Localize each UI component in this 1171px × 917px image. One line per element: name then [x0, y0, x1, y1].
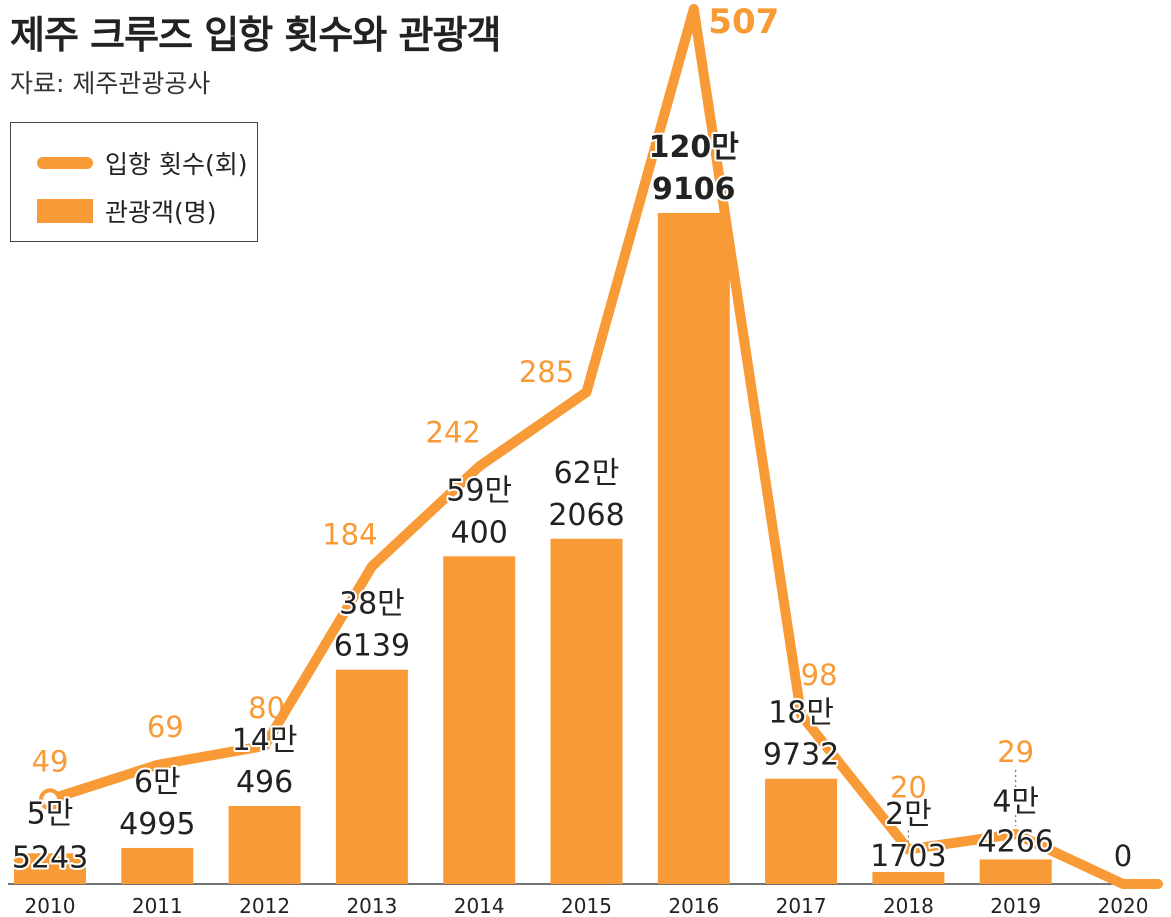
bar-label-bottom-2013: 6139: [334, 629, 410, 664]
line-label-2019: 29: [997, 735, 1034, 769]
bar-label-top-2012: 14만: [232, 723, 298, 758]
line-label-2011: 69: [147, 710, 184, 744]
bar-2019: [979, 859, 1052, 884]
line-point-2010: [39, 788, 61, 811]
legend-bar-label: 관광객(명): [105, 198, 217, 227]
bar-label-top-2014: 59만: [446, 473, 512, 508]
bar-label-bottom-2011: 4995: [119, 807, 195, 842]
bar-2015: [550, 538, 623, 884]
bar-label-top-2013: 38만: [339, 587, 405, 622]
x-tick-2016: 2016: [668, 894, 719, 917]
line-label-2015: 285: [519, 355, 574, 389]
line-label-2018: 20: [890, 770, 927, 804]
bar-label-bottom-2019: 4266: [978, 824, 1054, 859]
line-arrivals: [45, 4, 1163, 889]
bar-2018: [872, 871, 945, 884]
bar-label-bottom-2010: 5243: [12, 840, 88, 875]
line-label-2014: 242: [426, 415, 481, 449]
legend-item-line: 입항 횟수(회): [37, 145, 247, 181]
x-tick-2010: 2010: [25, 894, 76, 917]
bar-2013: [335, 669, 408, 884]
bar-2011: [121, 847, 194, 884]
x-tick-2015: 2015: [561, 894, 612, 917]
legend-line-label: 입항 횟수(회): [105, 150, 248, 179]
bar-label-top-2011: 6만: [134, 765, 181, 800]
bar-label-bottom-2018: 1703: [870, 839, 946, 874]
bar-label-top-2019: 4만: [992, 784, 1039, 819]
bar-label-top-2010: 5만: [27, 796, 74, 831]
x-tick-2011: 2011: [132, 894, 183, 917]
bar-label-bottom-2015: 2068: [548, 498, 624, 533]
line-point-2018: [904, 845, 913, 854]
bar-label-top-2017: 18만: [768, 696, 834, 731]
line-point-2012: [260, 741, 269, 750]
bar-label-top-2018: 2만: [885, 797, 932, 832]
bar-2014: [443, 556, 516, 884]
legend-bar-swatch: [37, 199, 93, 223]
line-point-2019: [1011, 829, 1020, 838]
line-point-2015: [582, 388, 591, 397]
chart-title: 제주 크루즈 입항 횟수와 관광객: [10, 13, 501, 57]
x-tick-2018: 2018: [883, 894, 934, 917]
bar-2012: [228, 806, 301, 884]
bar-2017: [765, 778, 838, 884]
x-tick-2019: 2019: [990, 894, 1041, 917]
line-point-2013: [367, 562, 376, 571]
bar-label-bottom-2012: 496: [236, 765, 293, 800]
line-label-2020: 0: [1114, 839, 1132, 873]
legend: 입항 횟수(회) 관광객(명): [10, 122, 258, 242]
bar-label-top-2016: 120만: [649, 130, 740, 165]
x-tick-2012: 2012: [239, 894, 290, 917]
line-label-2013: 184: [322, 517, 377, 551]
line-point-2017: [797, 710, 806, 719]
bar-label-bottom-2014: 400: [451, 515, 508, 550]
line-label-2010: 49: [32, 744, 69, 778]
bar-2016: [657, 212, 730, 884]
legend-item-bar: 관광객(명): [37, 193, 217, 229]
x-tick-2020: 2020: [1098, 894, 1149, 917]
line-point-2014: [475, 462, 484, 471]
bar-label-bottom-2017: 9732: [763, 738, 839, 773]
line-point-2011: [153, 760, 162, 769]
line-label-2016: 507: [708, 2, 779, 42]
bar-label-top-2015: 62만: [554, 456, 620, 491]
x-tick-2013: 2013: [346, 894, 397, 917]
legend-line-swatch: [37, 157, 93, 169]
x-tick-2014: 2014: [454, 894, 505, 917]
chart-source: 자료: 제주관광공사: [10, 69, 211, 98]
bar-2010: [14, 853, 86, 884]
bar-label-bottom-2016: 9106: [652, 172, 736, 207]
line-label-2017: 98: [801, 658, 838, 692]
line-point-2016: [689, 5, 698, 14]
line-point-2020: [1119, 880, 1127, 888]
x-tick-2017: 2017: [776, 894, 827, 917]
line-label-2012: 80: [248, 691, 285, 725]
